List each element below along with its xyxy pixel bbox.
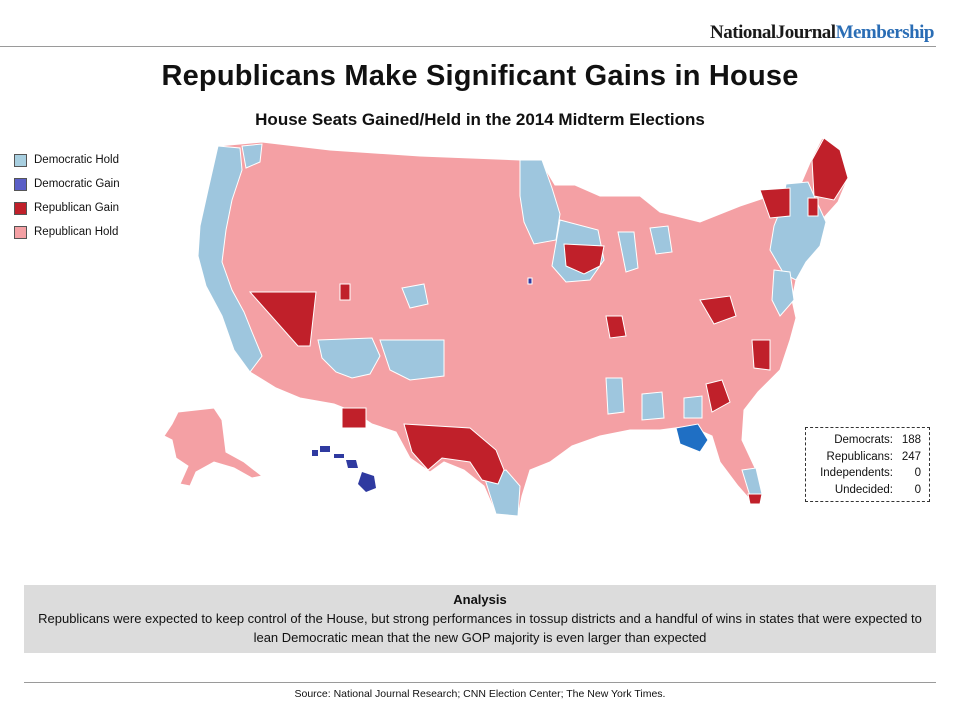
footer-divider	[24, 682, 936, 683]
hawaii-molokai	[334, 454, 344, 458]
rep-gain-north-carolina	[751, 339, 771, 371]
rep-gain-georgia	[705, 379, 731, 413]
tally-value: 0	[914, 467, 921, 479]
legend-swatch	[14, 201, 27, 215]
tally-row-undecided: Undecided: 0	[814, 482, 921, 499]
legend-label: Republican Hold	[34, 226, 119, 238]
dem-hold-southwest	[317, 337, 381, 379]
alaska-shape	[163, 407, 264, 487]
hawaii-kauai	[312, 450, 318, 456]
dem-hold-west-coast	[197, 145, 263, 373]
legend-swatch	[14, 153, 27, 167]
tally-label: Undecided:	[834, 483, 893, 496]
tally-label: Republicans:	[826, 450, 893, 463]
legend-swatch	[14, 177, 27, 191]
tally-value: 188	[901, 434, 921, 446]
tally-label: Independents:	[820, 467, 893, 479]
rep-gain-west-virginia	[699, 295, 737, 325]
brand-logo: NationalJournalMembership	[710, 22, 934, 44]
dem-hold-mid-atlantic	[771, 269, 795, 317]
dem-hold-new-mexico	[379, 339, 445, 381]
dem-hold-denver	[401, 283, 429, 309]
hawaii-oahu	[320, 446, 330, 452]
brand-logo-part1: NationalJournal	[710, 22, 836, 43]
dem-hold-atlanta	[683, 395, 703, 419]
source-note: Source: National Journal Research; CNN E…	[294, 688, 666, 700]
rep-gain-utah	[339, 283, 351, 301]
contiguous-us	[197, 137, 849, 517]
legend-label: Democratic Gain	[34, 178, 120, 190]
rep-gain-illinois	[605, 315, 627, 339]
dem-gain-nebraska	[527, 277, 533, 285]
rep-gain-west-texas	[403, 423, 505, 485]
page-subtitle: House Seats Gained/Held in the 2014 Midt…	[255, 110, 705, 129]
legend-item-dem-gain: Democratic Gain	[14, 172, 120, 196]
legend-label: Democratic Hold	[34, 154, 119, 166]
rep-gain-arizona	[341, 407, 367, 429]
dem-hold-michigan	[649, 225, 673, 255]
tally-row-democrats: Democrats: 188	[814, 432, 921, 449]
tally-row-republicans: Republicans: 247	[814, 449, 921, 466]
analysis-body: Republicans were expected to keep contro…	[38, 611, 922, 645]
rep-gain-new-york	[759, 187, 791, 219]
page-title: Republicans Make Significant Gains in Ho…	[161, 60, 799, 92]
dem-hold-seattle	[241, 143, 263, 169]
rep-gain-new-hampshire	[807, 197, 819, 217]
dem-gain-florida	[675, 423, 709, 453]
analysis-heading: Analysis	[453, 592, 507, 607]
tally-value: 247	[901, 450, 921, 463]
header-divider	[0, 46, 936, 47]
tally-row-independents: Independents: 0	[814, 465, 921, 482]
rep-gain-iowa	[563, 243, 605, 275]
dem-hold-chicago	[617, 231, 639, 273]
legend-item-dem-hold: Democratic Hold	[14, 148, 120, 172]
tally-value: 0	[914, 483, 921, 496]
hawaii-big-island	[358, 472, 376, 492]
rep-gain-nevada	[248, 291, 317, 347]
rep-gain-maine	[811, 137, 849, 201]
analysis-box: Analysis Republicans were expected to ke…	[24, 585, 936, 653]
hawaii	[312, 446, 376, 492]
rep-gain-florida-keys	[747, 493, 763, 505]
seat-tally-box: Democrats: 188 Republicans: 247 Independ…	[805, 427, 930, 502]
dem-hold-mississippi	[605, 377, 625, 415]
legend-item-rep-hold: Republican Hold	[14, 220, 120, 244]
legend-label: Republican Gain	[34, 202, 120, 214]
brand-logo-part2: Membership	[835, 22, 935, 43]
dem-hold-minnesota	[519, 159, 561, 245]
hawaii-maui	[346, 460, 358, 468]
alaska	[163, 407, 264, 487]
legend-item-rep-gain: Republican Gain	[14, 196, 120, 220]
map-legend: Democratic Hold Democratic Gain Republic…	[14, 148, 120, 244]
legend-swatch	[14, 225, 27, 239]
dem-hold-alabama	[641, 391, 665, 421]
tally-label: Democrats:	[834, 434, 893, 446]
